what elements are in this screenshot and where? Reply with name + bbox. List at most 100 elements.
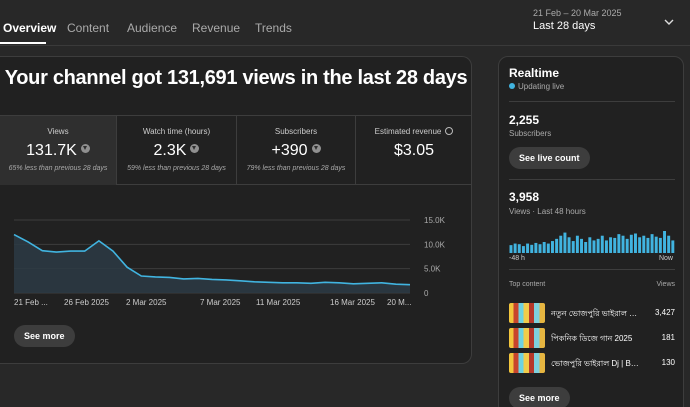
metric-card-revenue[interactable]: Estimated revenue $3.05 [355, 116, 472, 185]
top-content-header: Top content Views [509, 281, 675, 288]
tab-audience[interactable]: Audience [127, 21, 178, 35]
live-status-text: Updating live [518, 82, 565, 91]
date-range-picker[interactable]: 21 Feb – 20 Mar 2025 Last 28 days [525, 6, 685, 40]
realtime-bar [600, 235, 604, 253]
realtime-bar [625, 238, 629, 253]
divider [509, 101, 675, 102]
realtime-bar [642, 235, 646, 253]
date-range-label: Last 28 days [533, 20, 596, 32]
video-thumbnail [509, 303, 545, 323]
y-tick-label: 15.0K [424, 216, 446, 225]
metric-label: Subscribers [274, 127, 318, 136]
realtime-bar [575, 235, 579, 253]
metric-value: 131.7K [26, 142, 77, 159]
subscriber-count: 2,255 [509, 113, 540, 127]
realtime-see-more-button[interactable]: See more [509, 387, 570, 407]
metric-label: Estimated revenue [374, 127, 442, 136]
video-views: 181 [661, 333, 675, 342]
metric-value-wrap: 131.7K [0, 142, 116, 160]
realtime-bar [513, 243, 517, 253]
metric-cards: Views 131.7K 65% less than previous 28 d… [0, 115, 472, 185]
realtime-bar [555, 238, 559, 253]
date-range-text: 21 Feb – 20 Mar 2025 [533, 8, 622, 18]
realtime-bar [671, 240, 675, 253]
top-content-item[interactable]: পিকনিক ডিজে গান 2025 181 [509, 328, 675, 348]
arrow-down-icon [80, 144, 90, 153]
x-tick-label: 7 Mar 2025 [200, 298, 241, 307]
realtime-bar [613, 237, 617, 253]
metric-label: Views [47, 127, 69, 136]
tab-bar: Overview Content Audience Revenue Trends [0, 0, 330, 46]
realtime-bar [588, 237, 592, 253]
metric-label: Watch time (hours) [142, 127, 211, 136]
views-chart: 15.0K 10.0K 5.0K 0 21 Feb ... 26 Feb 2025 2 Ma… [13, 216, 446, 307]
realtime-bar [604, 240, 608, 253]
realtime-bar [663, 231, 666, 253]
realtime-panel: Realtime Updating live 2,255 Subscribers… [498, 56, 684, 407]
video-views: 130 [661, 358, 675, 367]
realtime-bar [521, 246, 525, 253]
tab-overview[interactable]: Overview [3, 21, 57, 35]
subscriber-label: Subscribers [509, 129, 552, 138]
metric-card-subscribers[interactable]: Subscribers +390 79% less than previous … [236, 116, 355, 185]
views-series-line [13, 233, 411, 286]
realtime-bar [526, 243, 530, 253]
x-tick-label: 11 Mar 2025 [256, 298, 301, 307]
top-content-label: Top content [509, 281, 546, 288]
top-content-item[interactable]: ভোজপুরি ভাইরাল Dj | Bhojpuri 130 [509, 353, 675, 373]
realtime-bar [596, 238, 600, 253]
realtime-bar [580, 238, 583, 253]
realtime-bar [534, 242, 538, 253]
realtime-bar [634, 233, 637, 253]
metric-value: $3.05 [393, 142, 435, 159]
metric-note: 65% less than previous 28 days [8, 165, 108, 172]
arrow-down-icon [311, 144, 321, 153]
divider [509, 269, 675, 270]
x-tick-label: 2 Mar 2025 [126, 298, 167, 307]
chevron-down-icon [664, 19, 674, 25]
metric-value: 2.3K [153, 142, 187, 159]
realtime-bar [650, 234, 654, 253]
live-status: Updating live [509, 82, 564, 91]
realtime-bar [638, 237, 642, 253]
realtime-bar [629, 234, 633, 253]
realtime-bar [563, 232, 567, 253]
realtime-bar [509, 245, 513, 253]
see-live-count-button[interactable]: See live count [509, 147, 590, 169]
x-tick-label: 21 Feb ... [14, 298, 48, 307]
realtime-bar [658, 237, 662, 253]
realtime-bar [546, 243, 550, 253]
top-content-item[interactable]: নতুন ভোজপুরি ভাইরাল গান 3,427 [509, 303, 675, 323]
tab-content[interactable]: Content [67, 21, 110, 35]
x-tick-label: 16 Mar 2025 [330, 298, 375, 307]
views-column-label: Views [656, 281, 675, 288]
divider [509, 179, 675, 180]
metric-label-wrap: Estimated revenue [356, 127, 472, 136]
realtime-bar [530, 244, 534, 253]
metric-card-watch-time[interactable]: Watch time (hours) 2.3K 59% less than pr… [116, 116, 236, 185]
tab-revenue[interactable]: Revenue [192, 21, 241, 35]
realtime-axis-start: -48 h [509, 255, 525, 262]
video-thumbnail [509, 353, 545, 373]
video-title: ভোজপুরি ভাইরাল Dj | Bhojpuri [551, 359, 639, 368]
metric-value-wrap: +390 [237, 142, 355, 160]
realtime-bar [667, 235, 671, 253]
metric-note: 59% less than previous 28 days [127, 165, 226, 172]
realtime-bar [592, 240, 596, 253]
metric-card-views[interactable]: Views 131.7K 65% less than previous 28 d… [0, 116, 116, 185]
metric-note: 79% less than previous 28 days [246, 165, 346, 172]
tab-trends[interactable]: Trends [255, 21, 292, 35]
video-views: 3,427 [654, 308, 675, 317]
realtime-bar [609, 237, 613, 253]
x-tick-label: 20 M... [387, 298, 411, 307]
page-title: Your channel got 131,691 views in the la… [4, 67, 468, 89]
video-title: নতুন ভোজপুরি ভাইরাল গান [551, 309, 639, 318]
see-more-button[interactable]: See more [14, 325, 75, 347]
realtime-title: Realtime [509, 66, 560, 80]
metric-value-wrap: 2.3K [117, 142, 236, 160]
realtime-axis-end: Now [658, 255, 673, 262]
realtime-bar [584, 242, 588, 253]
realtime-bar [538, 244, 542, 253]
realtime-bar [551, 241, 554, 253]
y-tick-label: 0 [424, 289, 429, 298]
